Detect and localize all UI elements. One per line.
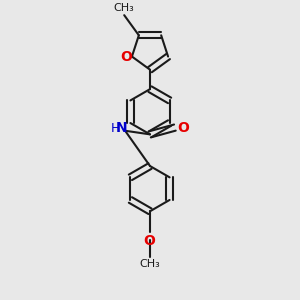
Text: H: H — [110, 122, 120, 135]
Text: O: O — [143, 234, 155, 248]
Text: O: O — [121, 50, 132, 64]
Text: CH₃: CH₃ — [114, 3, 135, 13]
Text: CH₃: CH₃ — [140, 259, 160, 269]
Text: N: N — [116, 122, 127, 136]
Text: O: O — [177, 121, 189, 135]
